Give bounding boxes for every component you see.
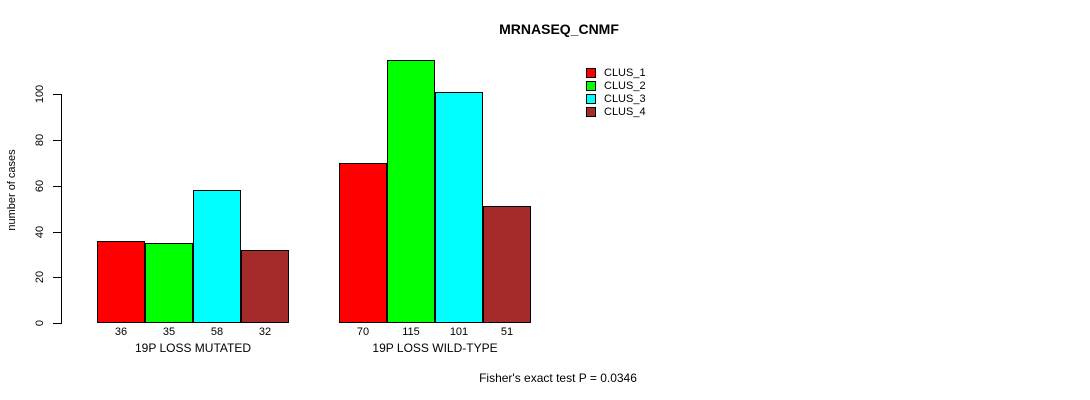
legend-row-clus_4: CLUS_4 [586,105,646,118]
legend-label: CLUS_2 [604,79,646,92]
bar-clus_2-group2 [387,60,435,323]
y-axis-label: number of cases [6,149,18,231]
y-tick-label: 80 [34,133,46,147]
bar-value-label: 32 [258,326,272,338]
y-tick-label: 100 [34,84,46,104]
annotation-text: Fisher's exact test P = 0.0346 [479,371,637,385]
legend-swatch-icon [586,80,596,91]
bar-clus_1-group2 [339,163,387,323]
bar-clus_3-group2 [435,92,483,323]
category-label: 19P LOSS WILD-TYPE [372,341,498,355]
y-tick [53,186,62,187]
bar-clus_4-group2 [483,206,531,323]
y-axis-line [61,94,62,323]
bar-clus_2-group1 [145,243,193,323]
legend-row-clus_3: CLUS_3 [586,92,646,105]
y-tick [53,232,62,233]
category-label: 19P LOSS MUTATED [134,341,252,355]
y-tick-label: 60 [34,179,46,193]
chart-title: MRNASEQ_CNMF [499,21,619,37]
legend-label: CLUS_4 [604,105,646,118]
bar-clus_4-group1 [241,250,289,323]
legend-label: CLUS_1 [604,66,646,79]
bar-value-label: 115 [402,326,420,338]
y-tick-label: 40 [34,225,46,239]
bar-value-label: 35 [162,326,176,338]
y-tick [53,323,62,324]
legend: CLUS_1 CLUS_2 CLUS_3 CLUS_4 [586,66,646,118]
legend-swatch-icon [586,106,596,117]
legend-row-clus_2: CLUS_2 [586,79,646,92]
legend-swatch-icon [586,93,596,104]
bar-value-label: 36 [114,326,128,338]
bar-value-label: 58 [210,326,224,338]
bar-value-label: 70 [356,326,370,338]
bar-value-label: 101 [449,326,469,338]
legend-row-clus_1: CLUS_1 [586,66,646,79]
legend-label: CLUS_3 [604,92,646,105]
bar-clus_3-group1 [193,190,241,323]
legend-swatch-icon [586,67,596,78]
y-tick-label: 20 [34,270,46,284]
bar-clus_1-group1 [97,241,145,323]
bar-value-label: 51 [500,326,514,338]
y-tick-label: 0 [34,319,46,327]
y-tick [53,140,62,141]
y-tick [53,94,62,95]
y-tick [53,277,62,278]
